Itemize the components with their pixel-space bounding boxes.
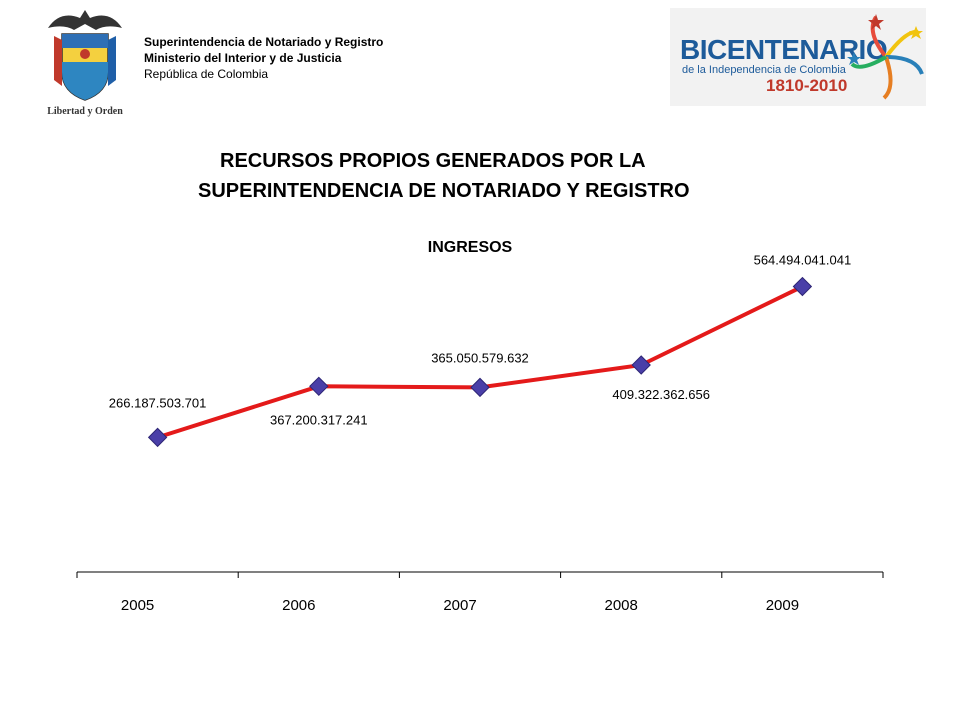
star-burst-icon	[847, 14, 924, 100]
x-tick-label: 2008	[605, 597, 638, 614]
page-title-line-2: SUPERINTENDENCIA DE NOTARIADO Y REGISTRO	[198, 180, 690, 202]
page-title-line-1: RECURSOS PROPIOS GENERADOS POR LA	[220, 150, 646, 172]
data-point-marker	[792, 276, 813, 297]
chart-title: INGRESOS	[428, 239, 513, 256]
x-axis: 2005 2006 2007 2008 2009	[76, 571, 884, 614]
data-label: 409.322.362.656	[612, 387, 710, 402]
motto-text: Libertad y Orden	[47, 106, 123, 117]
x-tick-label: 2007	[443, 597, 476, 614]
org-line-ministerio: Ministerio del Interior y de Justicia	[144, 51, 342, 65]
bicentenario-subtitle: de la Independencia de Colombia	[682, 64, 846, 76]
bicentenario-logo: BICENTENARIO de la Independencia de Colo…	[670, 8, 926, 106]
bicentenario-years: 1810-2010	[766, 76, 848, 95]
data-label: 365.050.579.632	[431, 350, 529, 365]
data-point-marker	[631, 355, 651, 375]
data-point-marker	[147, 427, 168, 448]
markers-layer	[147, 276, 813, 448]
data-label: 564.494.041.041	[754, 253, 852, 268]
organization-lines: Superintendencia de Notariado y Registro…	[144, 34, 383, 82]
data-label: 266.187.503.701	[109, 395, 207, 410]
org-line-superintendencia: Superintendencia de Notariado y Registro	[144, 35, 384, 49]
x-tick-label: 2006	[282, 597, 315, 614]
data-labels-layer: 266.187.503.701 367.200.317.241 365.050.57…	[109, 253, 851, 428]
org-line-republica: República de Colombia	[144, 67, 269, 81]
data-point-marker	[470, 377, 490, 398]
coat-of-arms-logo: Libertad y Orden	[47, 10, 123, 117]
data-label: 367.200.317.241	[270, 412, 368, 427]
data-point-marker	[309, 376, 329, 397]
x-tick-label: 2005	[121, 597, 154, 614]
header: Libertad y Orden Superintendencia de Not…	[0, 0, 960, 130]
x-tick-label: 2009	[766, 597, 799, 614]
